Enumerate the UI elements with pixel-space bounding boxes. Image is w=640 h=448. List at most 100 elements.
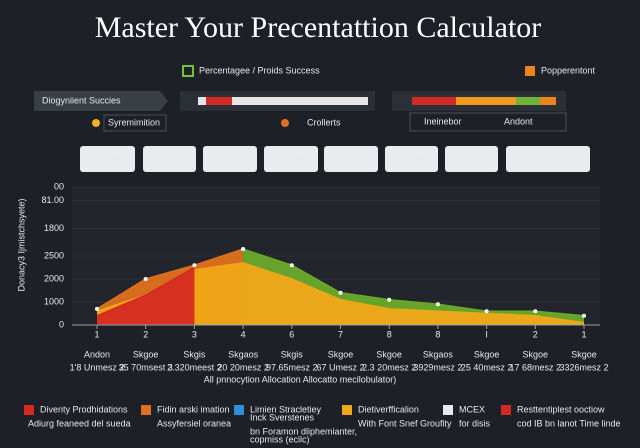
point <box>484 309 489 314</box>
point <box>192 263 197 268</box>
value-button <box>445 146 498 172</box>
x-tick-label: 8 <box>435 329 440 339</box>
x-category-name: Skgoe <box>376 349 402 359</box>
legend-label: MCEX <box>459 404 485 414</box>
progress-bar <box>198 97 368 105</box>
x-tick-label: 8 <box>387 329 392 339</box>
x-tick-label: 7 <box>338 329 343 339</box>
y-tick-label: 2000 <box>44 273 64 283</box>
legend-note: Assyfersiel oranea <box>157 418 231 428</box>
line <box>96 266 195 317</box>
legend-swatch <box>24 405 34 415</box>
y-tick-label: 00 <box>54 181 64 191</box>
x-tick-label: I <box>485 329 488 339</box>
legend-swatch <box>234 405 244 415</box>
value-button-label: 65.% <box>97 153 118 163</box>
point <box>533 309 538 314</box>
x-category-name: Skgis <box>183 349 206 359</box>
point <box>289 263 294 268</box>
x-category-note: 20 20mesz 2 <box>217 362 269 372</box>
point <box>338 290 343 295</box>
legend-label: Inck Sverstenes <box>250 412 315 422</box>
legend-swatch <box>342 405 352 415</box>
point <box>95 306 99 311</box>
value-button <box>203 146 257 172</box>
x-category-name: Skgoe <box>474 349 500 359</box>
segment <box>412 97 456 105</box>
legend-label: Percentagee / Proids Success <box>199 65 320 75</box>
x-category-note: 17 68mesz 2 <box>510 362 562 372</box>
x-category-name: Skgoe <box>328 349 354 359</box>
y-tick-label: 0 <box>59 319 64 329</box>
x-category-note: 3929mesz 2 <box>413 362 462 372</box>
point <box>435 302 440 307</box>
value-button-label: 70.% <box>401 153 422 163</box>
x-category-name: Skgoe <box>133 349 159 359</box>
filter-label: Ineinebor <box>424 116 462 126</box>
x-category-note: 97.65mesz 2 <box>266 362 318 372</box>
legend-swatch <box>525 66 535 76</box>
x-tick-label: 2 <box>533 329 538 339</box>
segment <box>516 97 540 105</box>
value-button <box>324 146 378 172</box>
y-tick-label: 1000 <box>44 296 64 306</box>
y-tick-label: 2500 <box>44 250 64 260</box>
filter-dot <box>92 119 100 127</box>
x-tick-label: 1 <box>581 329 586 339</box>
status-pill-label: Diogyniient Succies <box>42 95 121 105</box>
legend-note: cod IB bn lanot Time linde <box>517 418 621 428</box>
filter-label: Crollerts <box>307 117 341 127</box>
legend-swatch <box>501 405 511 415</box>
legend-note: for disis <box>459 418 491 428</box>
x-category-name: Skgoe <box>523 349 549 359</box>
pill-arrow <box>160 91 168 111</box>
x-category-note: 25 40mesz 2 <box>461 362 513 372</box>
y-tick-label: 1800 <box>44 223 64 233</box>
value-button-label: 25.% <box>341 153 362 163</box>
x-tick-label: 3 <box>192 329 197 339</box>
line <box>242 248 585 317</box>
legend-label: Popperentont <box>541 65 596 75</box>
legend-label: Diventy Prodhidations <box>40 404 128 414</box>
value-button-label: 25% MCX <box>528 153 569 163</box>
value-button-label: 30.% <box>461 153 482 163</box>
legend-label: Limien Stracletiey <box>250 404 322 414</box>
x-category-name: Skgoe <box>571 349 597 359</box>
value-button-label: 30.% <box>220 153 241 163</box>
legend-label: Dietiverfficalion <box>358 404 419 414</box>
x-category-name: Skgaos <box>228 349 259 359</box>
line <box>96 248 244 310</box>
value-button <box>143 146 196 172</box>
x-category-name: Andon <box>84 349 110 359</box>
point <box>582 313 586 318</box>
filter-frame <box>409 112 567 132</box>
legend-swatch <box>443 405 453 415</box>
area <box>97 262 584 325</box>
segment <box>540 97 556 105</box>
legend-label: Fidin arski imation <box>157 404 230 414</box>
x-category-name: Skgis <box>281 349 304 359</box>
point <box>387 297 392 302</box>
point <box>143 277 148 281</box>
value-button <box>385 146 438 172</box>
filter-label: Andont <box>504 116 533 126</box>
progress-fill <box>206 97 232 105</box>
x-category-name: Skgaos <box>423 349 454 359</box>
x-category-note: 2.3 20mesz 2 <box>362 362 416 372</box>
point <box>241 247 246 252</box>
x-category-note: 1'8 Unmesz 2 <box>70 362 125 372</box>
legend-note: With Font Snef Groufity <box>358 418 452 428</box>
page-title: Master Your Precentattion Calculator <box>95 11 542 44</box>
legend-note: copmiss (ecilc) <box>250 434 310 444</box>
x-category-note: 2.320meest 2 <box>167 362 222 372</box>
x-tick-label: 6 <box>289 329 294 339</box>
value-button <box>80 146 135 172</box>
filter-frame <box>103 114 167 132</box>
legend-swatch <box>141 405 151 415</box>
filter-dot <box>281 119 289 127</box>
x-category-note: 67 Umesz 2 <box>316 362 364 372</box>
legend-note: bn Foramon dliphemianter, <box>250 426 357 436</box>
value-button <box>506 146 590 172</box>
y-axis-title: Donacy3 Ijmistchsyete) <box>16 198 26 291</box>
